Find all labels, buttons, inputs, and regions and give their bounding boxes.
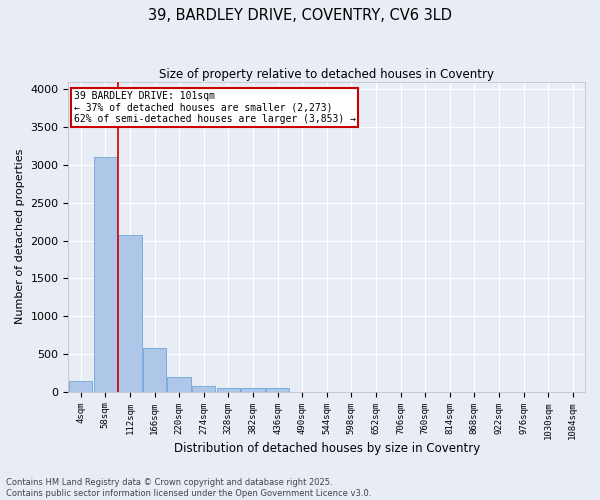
Bar [143,348,166,392]
Bar [94,158,117,392]
Text: 39 BARDLEY DRIVE: 101sqm
← 37% of detached houses are smaller (2,273)
62% of sem: 39 BARDLEY DRIVE: 101sqm ← 37% of detach… [74,91,356,124]
Bar [69,382,92,392]
Text: 39, BARDLEY DRIVE, COVENTRY, CV6 3LD: 39, BARDLEY DRIVE, COVENTRY, CV6 3LD [148,8,452,22]
Title: Size of property relative to detached houses in Coventry: Size of property relative to detached ho… [159,68,494,80]
X-axis label: Distribution of detached houses by size in Coventry: Distribution of detached houses by size … [173,442,480,455]
Bar [266,388,289,392]
Bar [118,234,142,392]
Bar [167,376,191,392]
Bar [241,388,265,392]
Bar [192,386,215,392]
Bar [217,388,240,392]
Text: Contains HM Land Registry data © Crown copyright and database right 2025.
Contai: Contains HM Land Registry data © Crown c… [6,478,371,498]
Y-axis label: Number of detached properties: Number of detached properties [15,149,25,324]
